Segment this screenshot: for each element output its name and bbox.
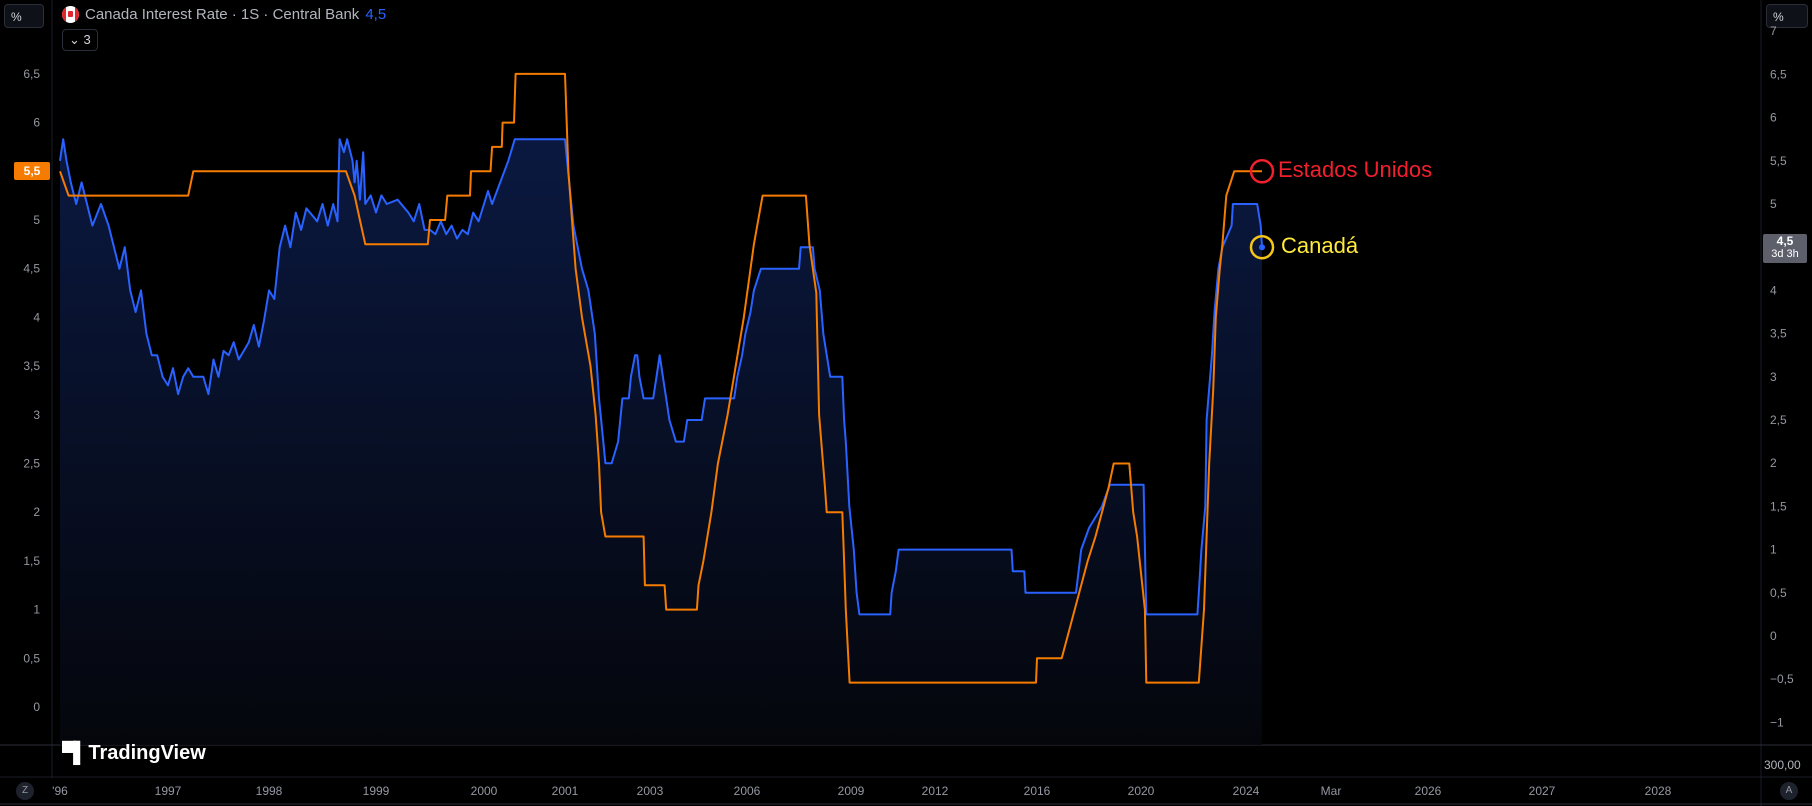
time-axis-tick-label: 2016	[1024, 784, 1051, 798]
right-axis-tick-label: 5	[1770, 197, 1777, 211]
scale-value: 300,00	[1764, 758, 1801, 772]
left-axis-tick-label: 6	[33, 116, 40, 130]
canada-annotation-label: Canadá	[1281, 233, 1359, 259]
time-axis: '96 1997 1998 1999 2000 2001 2003 2006 2009 2012 2…	[52, 784, 1671, 798]
canada-rate-line	[59, 138, 1263, 616]
time-axis-tick-label: 2001	[552, 784, 579, 798]
left-price-axis: 6,5 6 5 4,5 4 3,5 3 2,5 2 1,5 1 0,5 0	[23, 67, 40, 714]
time-axis-tick-label: 2028	[1645, 784, 1672, 798]
right-axis-tick-label: 5,5	[1770, 154, 1787, 168]
time-axis-tick-label: 2009	[838, 784, 865, 798]
time-axis-tick-label: 2027	[1529, 784, 1556, 798]
time-axis-tick-label: 1999	[363, 784, 390, 798]
legend-last-value: 4,5	[365, 6, 387, 23]
left-axis-tick-label: 0	[33, 700, 40, 714]
canada-flag-icon	[62, 6, 79, 23]
time-axis-tick-label: 2020	[1128, 784, 1155, 798]
left-axis-tick-label: 1	[33, 603, 40, 617]
badge-countdown: 3d 3h	[1771, 248, 1799, 261]
time-axis-tick-label: '96	[52, 784, 68, 798]
us-annotation-label: Estados Unidos	[1278, 157, 1433, 183]
right-axis-tick-label: 0	[1770, 629, 1777, 643]
us-rate-line	[59, 72, 1262, 684]
auto-scale-button[interactable]: A	[1780, 782, 1798, 800]
left-axis-tick-label: 3	[33, 408, 40, 422]
left-axis-tick-label: 6,5	[23, 67, 40, 81]
right-axis-tick-label: 2,5	[1770, 413, 1787, 427]
canada-highlight-circle	[1249, 234, 1275, 260]
zoom-button[interactable]: Z	[16, 782, 34, 800]
left-axis-tick-label: 4,5	[23, 262, 40, 276]
time-axis-tick-label: 2000	[471, 784, 498, 798]
right-axis-tick-label: 1,5	[1770, 499, 1787, 513]
time-axis-tick-label: Mar	[1321, 784, 1342, 798]
time-axis-tick-label: 2026	[1415, 784, 1442, 798]
badge-value: 4,5	[1776, 234, 1794, 249]
us-highlight-circle	[1249, 159, 1275, 184]
right-axis-tick-label: 6,5	[1770, 67, 1787, 81]
right-axis-tick-label: 1	[1770, 543, 1777, 557]
right-axis-tick-label: 4	[1770, 283, 1777, 297]
right-axis-tick-label: 6	[1770, 111, 1777, 125]
left-scale-unit-button[interactable]: %	[4, 4, 44, 28]
left-axis-tick-label: 0,5	[23, 651, 40, 665]
logo-text: TradingView	[88, 742, 206, 764]
series-legend[interactable]: Canada Interest Rate · 1S · Central Bank…	[62, 6, 386, 23]
collapse-indicators-button[interactable]: ⌄ 3	[62, 29, 98, 51]
indicator-count: 3	[83, 32, 91, 47]
right-axis-tick-label: 7	[1770, 24, 1777, 38]
left-axis-tick-label: 2	[33, 505, 40, 519]
time-axis-tick-label: 2012	[922, 784, 949, 798]
canada-area-fill	[60, 139, 1262, 745]
left-axis-tick-label: 5	[33, 213, 40, 227]
time-axis-tick-label: 2024	[1233, 784, 1260, 798]
tradingview-mark-icon: ▀▌	[62, 742, 87, 764]
right-axis-tick-label: −0,5	[1770, 672, 1794, 686]
right-axis-tick-label: 0,5	[1770, 586, 1787, 600]
left-axis-tick-label: 2,5	[23, 457, 40, 471]
right-price-axis: 7 6,5 6 5,5 5 4 3,5 3 2,5 2 1,5 1 0,5 0 −0,5 −1	[1770, 24, 1794, 729]
right-axis-tick-label: 2	[1770, 456, 1777, 470]
left-axis-tick-label: 1,5	[23, 554, 40, 568]
us-last-value-badge: 5,5	[14, 162, 50, 181]
right-axis-tick-label: −1	[1770, 715, 1784, 729]
canada-last-point	[1259, 244, 1265, 251]
left-axis-tick-label: 3,5	[23, 359, 40, 373]
right-axis-tick-label: 3,5	[1770, 327, 1787, 341]
canada-last-value-badge: 4,5 3d 3h	[1763, 234, 1807, 264]
symbol-title: Canada Interest Rate · 1S · Central Bank	[85, 6, 360, 23]
tradingview-logo[interactable]: ▀▌ TradingView	[62, 742, 206, 765]
right-scale-unit-button[interactable]: %	[1766, 4, 1808, 28]
left-axis-tick-label: 4	[33, 310, 40, 324]
time-axis-tick-label: 1998	[256, 784, 283, 798]
time-axis-tick-label: 2006	[734, 784, 761, 798]
time-axis-tick-label: 1997	[155, 784, 182, 798]
time-axis-tick-label: 2003	[637, 784, 664, 798]
chevron-down-icon: ⌄	[69, 32, 80, 47]
right-axis-tick-label: 3	[1770, 370, 1777, 384]
